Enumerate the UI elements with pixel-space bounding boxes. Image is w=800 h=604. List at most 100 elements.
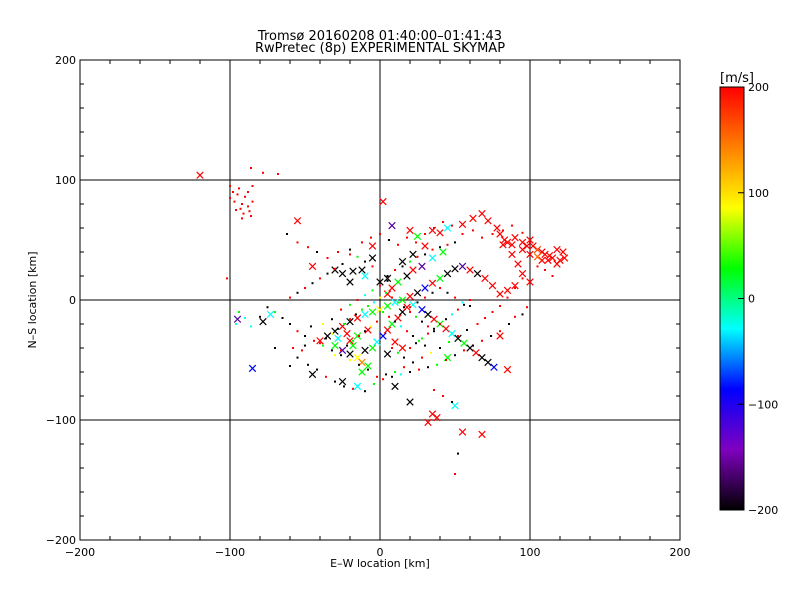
scatter-point-dot xyxy=(349,248,351,251)
scatter-point-cross xyxy=(361,346,369,355)
scatter-point-dot xyxy=(310,325,312,328)
scatter-point-cross xyxy=(493,224,501,232)
scatter-point-dot xyxy=(544,269,546,271)
scatter-point-cross xyxy=(338,377,347,386)
scatter-point-dot xyxy=(247,191,249,193)
scatter-point-dot xyxy=(259,315,261,318)
scatter-point-cross xyxy=(391,338,399,346)
scatter-point-dot xyxy=(418,339,420,342)
scatter-point-dot xyxy=(322,344,324,347)
scatter-point-cross xyxy=(353,314,362,322)
x-axis-label: E–W location [km] xyxy=(330,557,430,570)
scatter-point-dot xyxy=(239,207,242,210)
scatter-point-dot xyxy=(463,349,465,352)
scatter-point-dot xyxy=(386,279,389,282)
scatter-point-dot xyxy=(274,311,276,313)
scatter-point-dot xyxy=(400,325,402,328)
scatter-point-cross xyxy=(391,298,399,307)
scatter-point-dot xyxy=(286,233,288,235)
scatter-point-cross xyxy=(403,272,411,280)
scatter-point-dot xyxy=(277,173,279,175)
scatter-point-dot xyxy=(433,327,435,330)
scatter-point-dot xyxy=(241,217,243,220)
scatter-point-cross xyxy=(503,238,512,247)
scatter-point-dot xyxy=(364,294,366,297)
scatter-point-cross xyxy=(358,266,366,274)
scatter-point-dot xyxy=(400,373,402,376)
scatter-point-dot xyxy=(454,296,456,299)
scatter-point-dot xyxy=(367,368,369,371)
scatter-point-cross xyxy=(361,272,369,280)
scatter-point-cross xyxy=(553,245,561,254)
scatter-point-dot xyxy=(367,305,369,307)
scatter-point-dot xyxy=(250,167,252,169)
scatter-point-dot xyxy=(346,344,348,347)
scatter-point-dot xyxy=(229,197,231,199)
scatter-point-dot xyxy=(349,359,351,361)
scatter-point-dot xyxy=(370,325,372,328)
scatter-point-dot xyxy=(262,171,264,174)
scatter-point-dot xyxy=(292,347,294,349)
scatter-point-dot xyxy=(514,287,516,289)
scatter-point-cross xyxy=(442,325,450,333)
scatter-point-cross xyxy=(376,278,384,286)
scatter-point-dot xyxy=(373,383,375,385)
scatter-point-dot xyxy=(409,311,411,313)
scatter-point-dot xyxy=(394,371,396,373)
scatter-point-dot xyxy=(304,287,306,289)
scatter-point-cross xyxy=(451,401,459,410)
scatter-point-dot xyxy=(391,375,393,378)
scatter-point-dot xyxy=(406,236,408,239)
scatter-point-dot xyxy=(296,241,299,244)
scatter-point-dot xyxy=(331,349,333,352)
scatter-point-dot xyxy=(416,301,419,304)
scatter-point-dot xyxy=(334,380,336,383)
scatter-point-dot xyxy=(358,335,360,337)
scatter-point-cross xyxy=(538,256,546,265)
scatter-point-cross xyxy=(364,326,372,334)
scatter-point-cross xyxy=(484,217,492,225)
scatter-point-dot xyxy=(401,265,404,268)
scatter-point-dot xyxy=(457,308,459,311)
colorbar-tick-label: −200 xyxy=(748,504,778,517)
scatter-point-dot xyxy=(319,277,321,280)
scatter-point-dot xyxy=(356,299,359,301)
scatter-point-dot xyxy=(301,349,303,352)
scatter-point-dot xyxy=(466,329,468,331)
scatter-point-cross xyxy=(529,242,537,250)
scatter-point-dot xyxy=(304,344,306,347)
scatter-point-cross xyxy=(413,232,422,241)
scatter-point-cross xyxy=(266,310,275,319)
colorbar-tick-label: 200 xyxy=(748,81,769,94)
scatter-point-dot xyxy=(356,255,359,258)
scatter-point-dot xyxy=(313,339,315,342)
scatter-point-cross xyxy=(424,310,432,319)
scatter-point-dot xyxy=(364,390,366,393)
scatter-point-cross xyxy=(439,248,447,256)
scatter-point-dot xyxy=(439,323,441,325)
scatter-point-cross xyxy=(523,242,531,250)
scatter-point-dot xyxy=(442,395,444,397)
scatter-point-dot xyxy=(364,330,366,333)
scatter-point-cross xyxy=(331,266,339,274)
scatter-point-dot xyxy=(371,265,374,268)
scatter-point-dot xyxy=(424,253,426,256)
scatter-point-dot xyxy=(461,233,464,235)
scatter-point-dot xyxy=(229,185,231,187)
scatter-point-dot xyxy=(226,277,228,280)
x-tick-label: 100 xyxy=(520,546,541,559)
scatter-point-dot xyxy=(445,359,447,361)
scatter-point-dot xyxy=(454,354,456,357)
scatter-point-dot xyxy=(439,287,441,289)
scatter-point-dot xyxy=(250,325,252,328)
scatter-point-dot xyxy=(433,389,435,391)
scatter-point-cross xyxy=(368,308,377,316)
scatter-point-dot xyxy=(341,263,344,265)
scatter-point-cross xyxy=(496,332,504,340)
scatter-point-cross xyxy=(379,332,387,340)
scatter-point-dot xyxy=(326,272,329,275)
scatter-point-dot xyxy=(394,320,396,323)
scatter-point-cross xyxy=(398,296,407,304)
scatter-point-cross xyxy=(478,430,486,439)
scatter-point-dot xyxy=(403,306,405,309)
